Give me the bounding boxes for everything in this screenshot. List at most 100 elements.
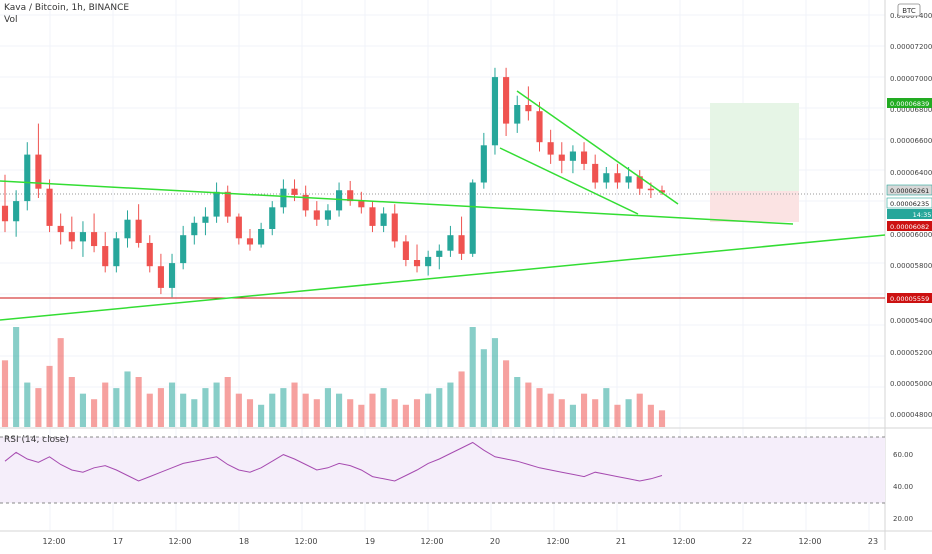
volume-bar <box>558 399 565 427</box>
rsi-tick-label: 40.00 <box>893 483 913 491</box>
volume-bar <box>458 371 465 427</box>
price-tick-label: 0.00005800 <box>890 262 932 270</box>
price-tag <box>887 293 932 303</box>
volume-bar <box>436 388 443 427</box>
time-tick-label: 12:00 <box>672 537 695 546</box>
candle-body <box>425 256 432 267</box>
rsi-line <box>4 441 663 482</box>
candle-body <box>647 188 654 191</box>
currency-badge-label: BTC <box>902 7 916 15</box>
volume-bar <box>168 382 176 427</box>
volume-bar <box>503 360 510 427</box>
candle-body <box>525 105 532 112</box>
rsi-tick-label: 20.00 <box>893 515 913 523</box>
candle-body <box>146 242 153 267</box>
interval: 1h <box>71 3 83 13</box>
volume-bar <box>603 388 610 427</box>
volume-bar <box>24 382 31 427</box>
candle-body <box>336 190 343 211</box>
volume-bar <box>302 393 309 427</box>
volume-bar <box>46 365 53 427</box>
candle-body <box>480 145 487 183</box>
candle-body <box>558 154 565 161</box>
candle-body <box>313 210 320 220</box>
time-tick-label: 12:00 <box>168 537 191 546</box>
price-tag-label: 0.00006261 <box>890 187 929 195</box>
time-tick-label: 12:00 <box>42 537 65 546</box>
volume-bar <box>13 327 20 427</box>
volume-bar <box>146 393 153 427</box>
candle-body <box>224 191 231 217</box>
volume-bar <box>380 388 387 427</box>
time-tick-label: 12:00 <box>420 537 443 546</box>
candle-body <box>102 246 109 267</box>
volume-bar <box>135 377 142 427</box>
price-tick-label: 0.00006800 <box>890 106 932 114</box>
candle-body <box>402 241 409 260</box>
volume-bar <box>157 388 164 427</box>
candle-body <box>503 77 510 124</box>
volume-bar <box>636 393 643 427</box>
candle-body <box>35 154 42 189</box>
resistance-trendline <box>0 180 794 225</box>
volume-bar <box>324 388 331 427</box>
price-tag <box>887 209 932 219</box>
price-tag <box>886 184 932 196</box>
pair-name: Kava / Bitcoin <box>4 3 66 13</box>
candlestick-series <box>1 67 666 298</box>
volume-bar <box>79 393 87 427</box>
candle-body <box>580 151 588 164</box>
support-trendline <box>0 234 886 321</box>
candle-body <box>280 188 287 208</box>
candle-body <box>324 210 331 220</box>
volume-bar <box>280 388 287 427</box>
price-tick-label: 0.00007200 <box>890 43 932 51</box>
price-tag-label: 14:35 <box>913 211 932 219</box>
volume-bar <box>57 338 64 427</box>
candle-body <box>636 176 643 189</box>
volume-bar <box>180 393 187 427</box>
candle-body <box>1 205 9 222</box>
candle-body <box>113 238 120 267</box>
price-tag-label: 0.00006082 <box>890 223 929 231</box>
volume-bar <box>224 377 231 427</box>
candle-body <box>13 201 20 222</box>
rsi-tick-label: 60.00 <box>893 451 913 459</box>
candle-body <box>658 190 666 193</box>
target-zone <box>710 103 799 191</box>
candle-body <box>135 219 142 243</box>
price-tag <box>886 197 932 209</box>
volume-bar <box>614 404 621 427</box>
volume-bar <box>525 382 532 427</box>
volume-bar <box>536 388 543 427</box>
exchange-name: BINANCE <box>88 3 130 13</box>
candle-body <box>124 219 131 239</box>
volume-bar <box>547 393 554 427</box>
candle-body <box>57 225 64 233</box>
candle-body <box>514 105 521 124</box>
price-axis: 0.000074000.000072000.000070000.00006800… <box>890 3 932 523</box>
volume-bar <box>102 382 109 427</box>
volume-bar <box>291 382 298 427</box>
time-tick-label: 20 <box>490 537 500 546</box>
volume-label: Vol <box>4 15 18 25</box>
volume-bar <box>425 393 432 427</box>
stop-zone <box>710 191 799 222</box>
volume-bar <box>235 393 242 427</box>
candle-body <box>79 232 87 242</box>
volume-bars <box>1 327 666 427</box>
candle-body <box>68 232 75 242</box>
volume-bar <box>625 399 632 427</box>
price-tag <box>887 221 932 231</box>
price-tick-label: 0.00006600 <box>890 137 932 145</box>
candle-body <box>180 235 187 264</box>
candle-body <box>291 188 298 195</box>
price-tick-label: 0.00004800 <box>890 411 932 419</box>
price-tag <box>887 98 932 108</box>
rsi-band <box>0 437 885 503</box>
candle-body <box>202 216 209 223</box>
candle-body <box>436 250 443 257</box>
wedge-upper-line <box>516 90 679 205</box>
candle-body <box>569 151 576 161</box>
